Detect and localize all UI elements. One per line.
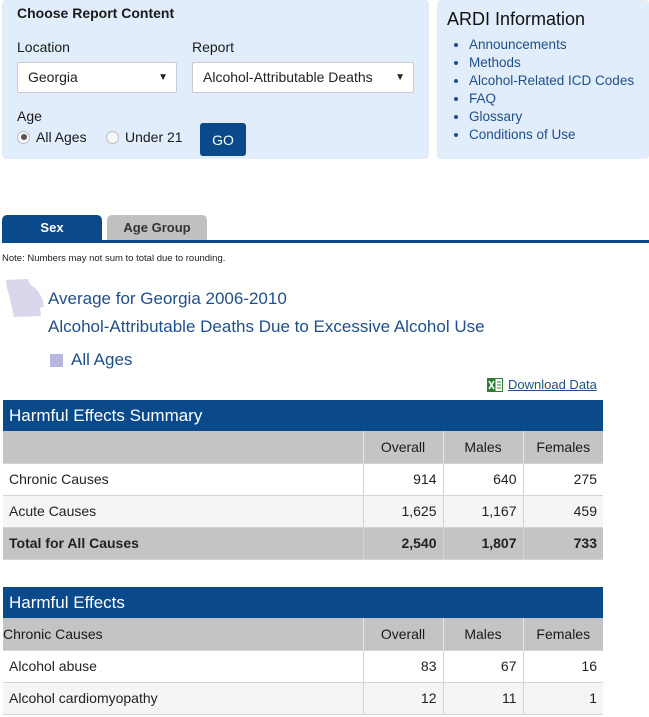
table-row: Acute Causes 1,625 1,167 459 (3, 495, 603, 528)
cell-males: 1,807 (442, 527, 523, 560)
effects-table-block: Harmful Effects Chronic Causes Overall M… (3, 587, 603, 715)
panel-title: Choose Report Content (17, 5, 175, 21)
cell-overall: 2,540 (362, 527, 443, 560)
report-value: Alcohol-Attributable Deaths (203, 69, 373, 85)
legend-label: All Ages (71, 350, 133, 369)
cell-overall: 1,625 (362, 495, 443, 528)
column-header: Females (522, 618, 603, 651)
effects-table: Chronic Causes Overall Males Females Alc… (3, 618, 603, 715)
ardi-info-panel: ARDI Information Announcements Methods A… (437, 0, 649, 159)
column-header: Females (522, 431, 603, 464)
cell-females: 275 (522, 463, 603, 496)
location-value: Georgia (28, 69, 78, 85)
cell-males: 11 (442, 682, 523, 715)
download-data-link[interactable]: Download Data (508, 377, 597, 392)
cell-females: 733 (522, 527, 603, 560)
cell-males: 640 (442, 463, 523, 496)
icd-codes-link[interactable]: Alcohol-Related ICD Codes (469, 73, 635, 88)
report-content-panel: Choose Report Content Location Georgia ▼… (2, 0, 429, 159)
cell-females: 459 (522, 495, 603, 528)
row-label: Alcohol abuse (3, 650, 363, 683)
table-header-row: Overall Males Females (3, 431, 603, 464)
age-label: Age (17, 108, 42, 124)
info-links: Announcements Methods Alcohol-Related IC… (454, 36, 634, 144)
cell-overall: 12 (362, 682, 443, 715)
table-row: Alcohol abuse 83 67 16 (3, 650, 603, 683)
summary-table-title: Harmful Effects Summary (3, 400, 603, 431)
info-link-item: Alcohol-Related ICD Codes (469, 72, 634, 90)
cell-females: 16 (522, 650, 603, 683)
column-header: Males (442, 431, 523, 464)
info-link-item: Announcements (469, 36, 634, 54)
tab-underline (2, 240, 649, 243)
column-header: Overall (362, 618, 443, 651)
radio-all-ages[interactable]: All Ages (17, 129, 87, 145)
conditions-link[interactable]: Conditions of Use (469, 127, 576, 142)
chevron-down-icon: ▼ (158, 72, 168, 83)
download-data: Download Data (487, 377, 597, 392)
report-subtitle: Average for Georgia 2006-2010 (48, 289, 287, 308)
go-button[interactable]: GO (200, 123, 246, 156)
location-label: Location (17, 39, 70, 55)
radio-under-21-label: Under 21 (125, 129, 183, 145)
row-label: Total for All Causes (3, 527, 363, 560)
effects-table-title: Harmful Effects (3, 587, 603, 618)
column-header: Chronic Causes (3, 618, 363, 651)
cell-males: 1,167 (442, 495, 523, 528)
summary-table: Overall Males Females Chronic Causes 914… (3, 431, 603, 560)
info-link-item: Conditions of Use (469, 126, 634, 144)
report-title: Alcohol-Attributable Deaths Due to Exces… (48, 317, 485, 336)
tab-age-group[interactable]: Age Group (107, 215, 207, 241)
report-select[interactable]: Alcohol-Attributable Deaths ▼ (192, 62, 414, 93)
info-link-item: Glossary (469, 108, 634, 126)
legend-swatch (50, 353, 63, 367)
faq-link[interactable]: FAQ (469, 91, 497, 106)
table-row: Alcohol cardiomyopathy 12 11 1 (3, 682, 603, 715)
radio-all-ages-label: All Ages (36, 129, 87, 145)
radio-unselected-icon (106, 130, 119, 144)
table-header-row: Chronic Causes Overall Males Females (3, 618, 603, 651)
methods-link[interactable]: Methods (469, 55, 521, 70)
cell-males: 67 (442, 650, 523, 683)
info-link-item: Methods (469, 54, 634, 72)
table-row: Chronic Causes 914 640 275 (3, 463, 603, 496)
radio-under-21[interactable]: Under 21 (106, 129, 183, 145)
info-title: ARDI Information (447, 9, 586, 29)
legend-all-ages: All Ages (50, 350, 132, 370)
tab-sex[interactable]: Sex (2, 215, 102, 241)
location-select[interactable]: Georgia ▼ (17, 62, 177, 93)
georgia-map-icon (6, 279, 44, 317)
excel-icon (487, 377, 503, 392)
column-header: Overall (362, 431, 443, 464)
cell-females: 1 (522, 682, 603, 715)
chevron-down-icon: ▼ (395, 72, 405, 83)
column-header: Males (442, 618, 523, 651)
column-header (3, 431, 363, 464)
summary-table-block: Harmful Effects Summary Overall Males Fe… (3, 400, 603, 560)
row-label: Chronic Causes (3, 463, 363, 496)
glossary-link[interactable]: Glossary (469, 109, 523, 124)
row-label: Alcohol cardiomyopathy (3, 682, 363, 715)
table-total-row: Total for All Causes 2,540 1,807 733 (3, 527, 603, 560)
cell-overall: 83 (362, 650, 443, 683)
announcements-link[interactable]: Announcements (469, 37, 567, 52)
row-label: Acute Causes (3, 495, 363, 528)
rounding-note: Note: Numbers may not sum to total due t… (2, 253, 226, 264)
info-link-item: FAQ (469, 90, 634, 108)
radio-selected-icon (17, 130, 30, 144)
cell-overall: 914 (362, 463, 443, 496)
report-label: Report (192, 39, 235, 55)
